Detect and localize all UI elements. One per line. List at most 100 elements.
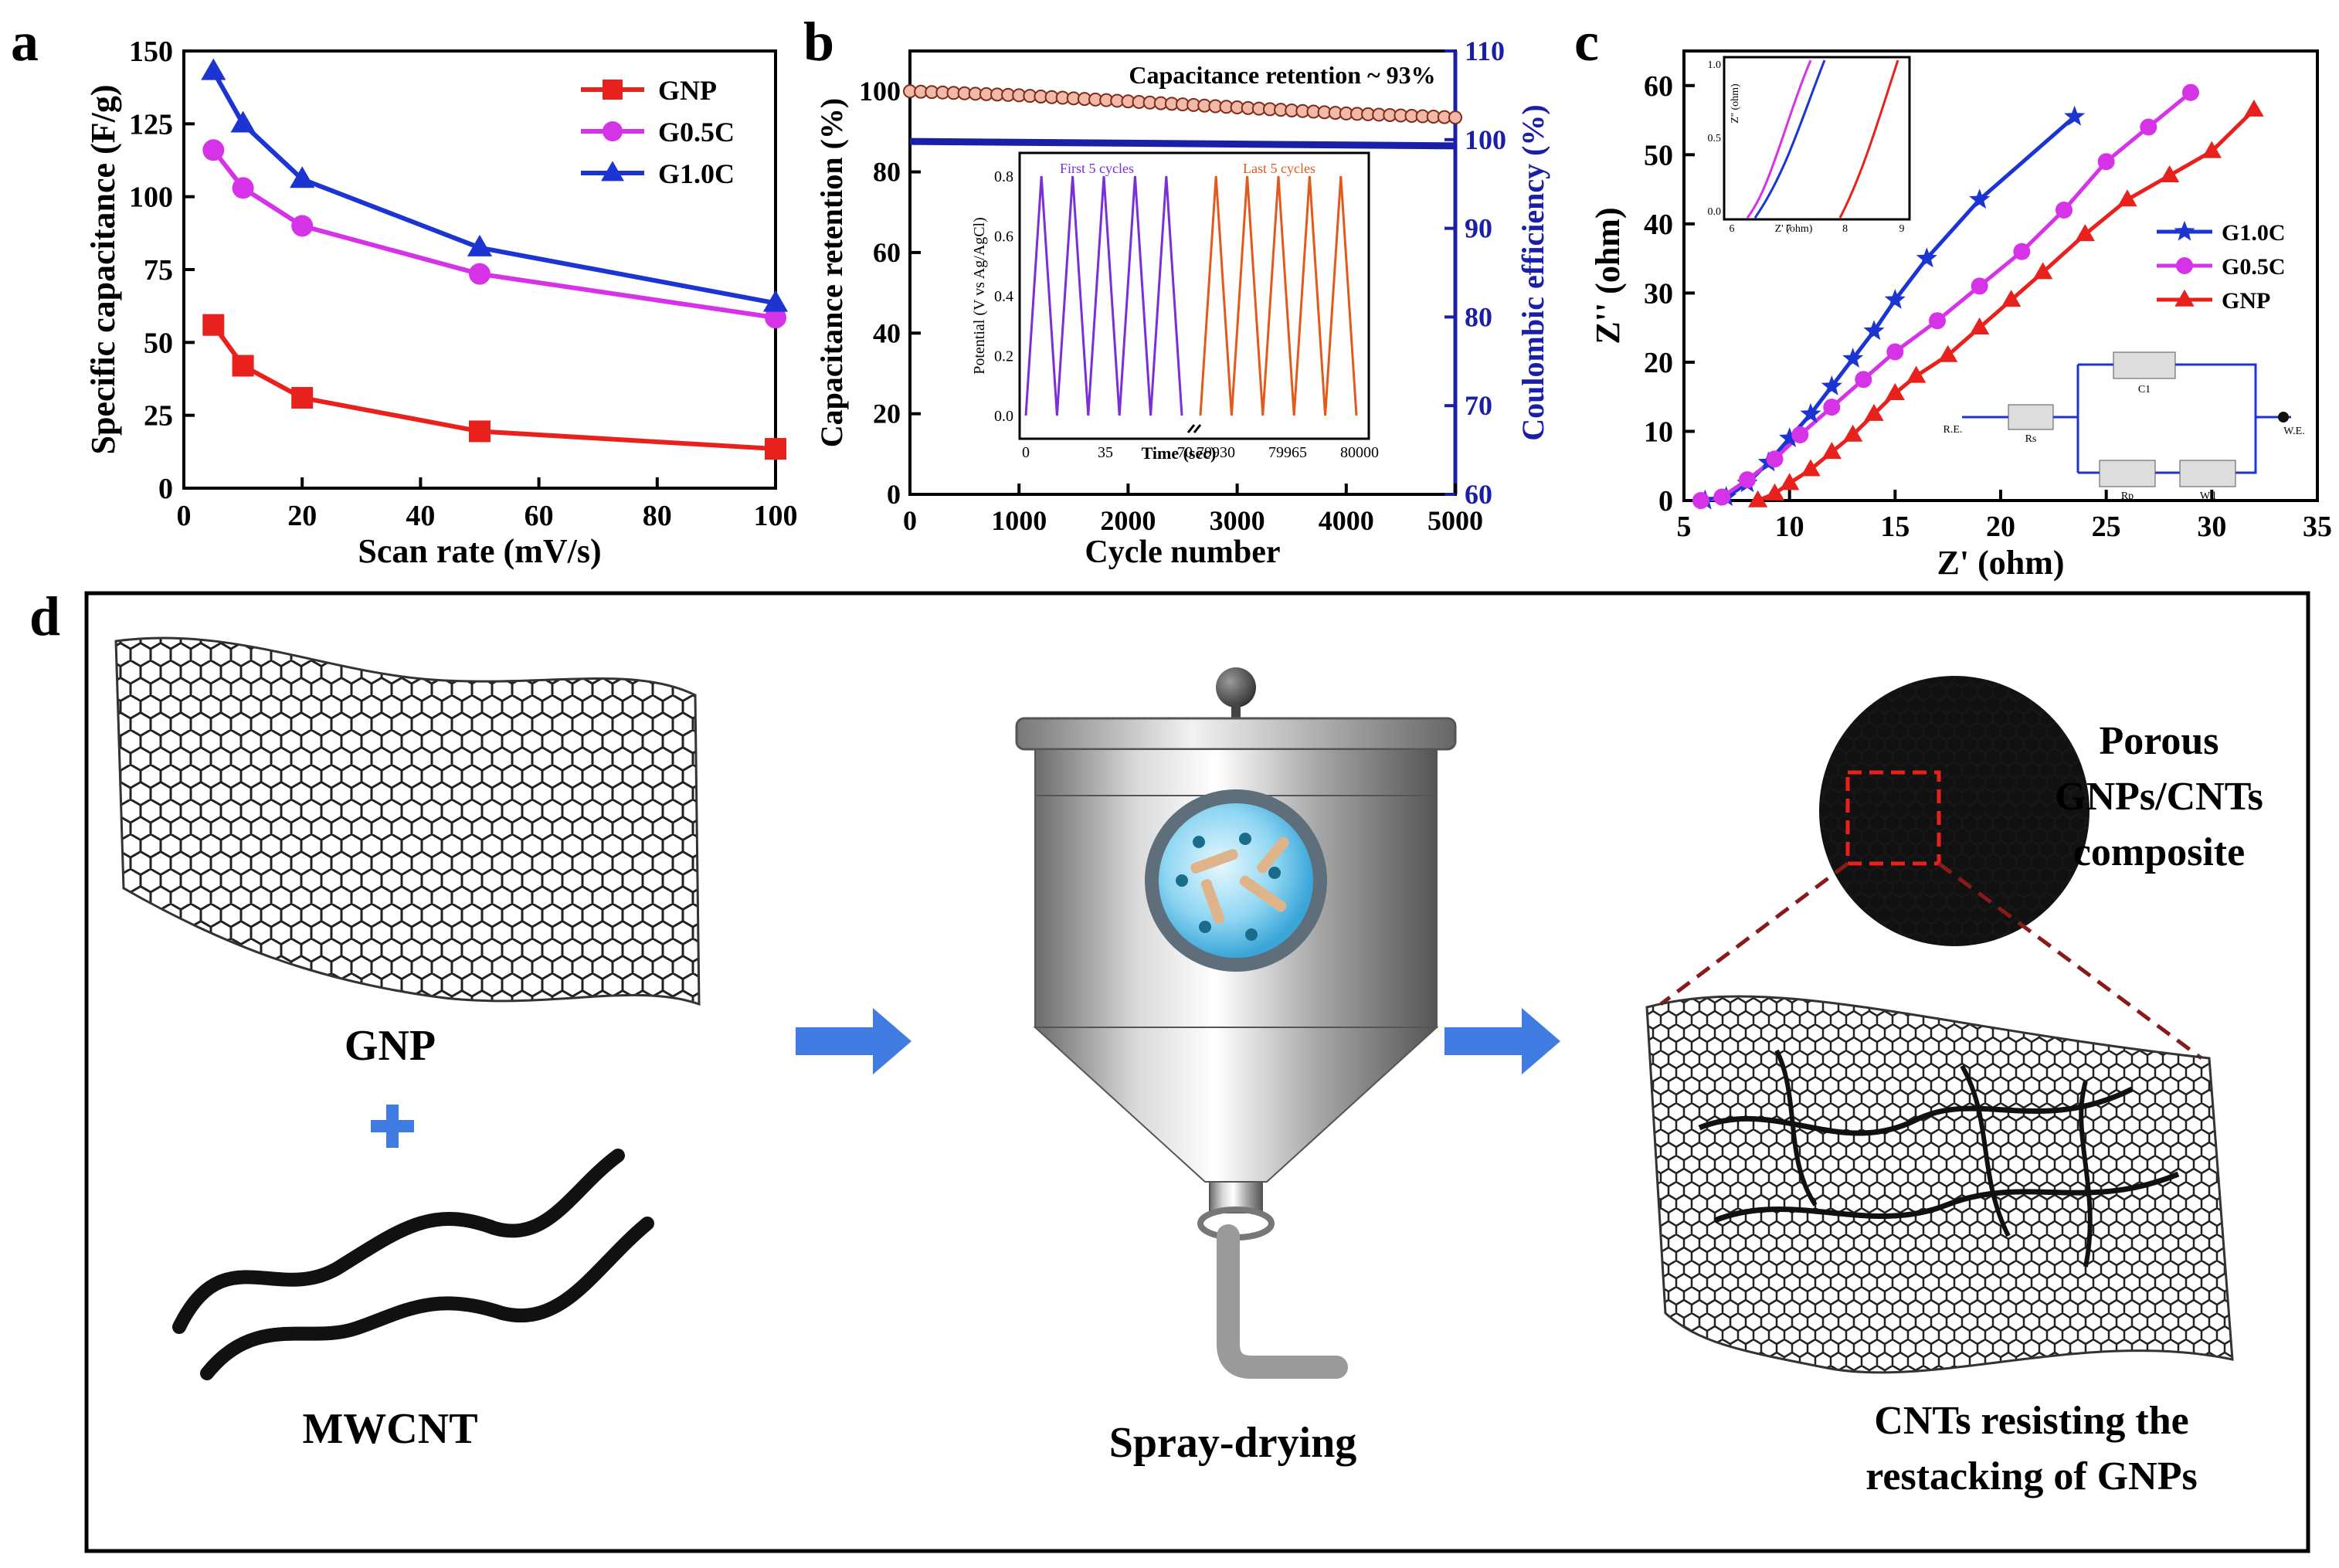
data-point-circle xyxy=(2176,257,2193,274)
x-tick-label: 3000 xyxy=(1210,505,1265,536)
data-point-circle xyxy=(2182,83,2199,101)
legend-c: G1.0C G0.5C GNP xyxy=(2151,212,2310,328)
series-b xyxy=(903,84,1462,150)
axes-c: 5 10 15 20 25 30 35 0 10 20 30 40 50 60 xyxy=(1644,70,2332,543)
schematic-frame xyxy=(84,591,2310,1553)
porous-composite-sphere xyxy=(1659,676,2203,1061)
y-tick-label: 75 xyxy=(144,254,173,287)
data-point-circle xyxy=(232,177,254,199)
data-point-triangle xyxy=(1864,403,1884,421)
data-point-circle xyxy=(1766,450,1784,468)
inset-y-tick-label: 0.0 xyxy=(1708,206,1722,218)
data-point-triangle xyxy=(2160,165,2180,182)
y-tick-label: 150 xyxy=(129,36,173,68)
data-point-circle xyxy=(1886,343,1904,361)
resistor-rs xyxy=(2008,404,2054,430)
data-point-square xyxy=(202,314,225,336)
y-axis-label-b: Capacitance retention (%) xyxy=(814,98,849,448)
data-point-triangle xyxy=(201,58,226,80)
x-tick-label: 25 xyxy=(2092,511,2121,543)
data-point-star xyxy=(1779,427,1801,447)
data-point-star xyxy=(1842,348,1864,368)
y-tick-label: 60 xyxy=(873,237,901,268)
series-line-GNP xyxy=(211,323,776,452)
data-point-star xyxy=(1969,188,1991,209)
data-point-star xyxy=(2064,105,2086,126)
y2-tick-label: 110 xyxy=(1465,36,1505,66)
data-point-triangle xyxy=(2033,262,2053,280)
inset-x-tick-label: 9 xyxy=(1899,223,1905,235)
gnp-label: GNP xyxy=(345,1022,436,1070)
x-axis-label-a: Scan rate (mV/s) xyxy=(358,532,601,570)
retention-annotation: Capacitance retention ~ 93% xyxy=(1129,61,1435,89)
composite-label-line2: GNPs/CNTs xyxy=(2055,775,2263,819)
x-tick-label: 0 xyxy=(177,500,192,532)
data-point-triangle xyxy=(601,161,624,182)
data-point-square xyxy=(469,420,491,443)
inset-y-tick-label: 0.4 xyxy=(994,288,1013,305)
y-tick-label: 60 xyxy=(1644,70,1673,103)
inset-y-label: Potential (V vs Ag/AgCl) xyxy=(971,217,988,375)
inset-x-label: Z' (ohm) xyxy=(1775,223,1813,235)
data-point-circle xyxy=(1929,312,1946,330)
data-point-circle xyxy=(2140,118,2157,136)
y2-tick-label: 80 xyxy=(1465,301,1492,332)
panel-a-chart: a 0 20 40 60 80 100 0 25 50 75 100 125 150 Scan rate… xyxy=(11,11,798,570)
data-point-square xyxy=(603,80,623,100)
data-point-triangle xyxy=(290,166,315,188)
wire xyxy=(2078,363,2257,474)
data-point-star xyxy=(1821,375,1842,395)
y-tick-label: 0 xyxy=(887,479,901,510)
y-tick-label: 0 xyxy=(158,473,173,505)
circuit-label: Rp xyxy=(2121,490,2134,502)
x-tick-label: 10 xyxy=(1775,511,1804,543)
data-point-square xyxy=(232,355,254,377)
x-tick-label: 80 xyxy=(643,500,672,532)
arrow-right-icon xyxy=(1444,1008,1560,1074)
inset-curve-G0.5C xyxy=(1746,59,1812,219)
composite-label-line3: composite xyxy=(2073,830,2245,874)
mwcnt-label: MWCNT xyxy=(302,1405,477,1453)
data-point-circle xyxy=(603,121,623,141)
inset-last-cycles-curve xyxy=(1199,175,1358,416)
y-tick-label: 0 xyxy=(1658,485,1673,518)
equivalent-circuit: R.E. Rs C1 Rp Wd W.E. xyxy=(1944,351,2305,502)
spray-drying-label: Spray-drying xyxy=(1109,1419,1357,1467)
data-point-star xyxy=(1916,247,1937,268)
legend-label: GNP xyxy=(2222,288,2270,314)
data-point-triangle xyxy=(467,234,493,256)
circuit-label: Rs xyxy=(2025,433,2037,445)
panel-c-chart: c 5 10 15 20 25 30 35 0 10 20 30 40 50 60 0.0 0.5 1.0 6 7… xyxy=(1574,11,2332,582)
y2-tick-label: 60 xyxy=(1465,479,1492,510)
coulombic-efficiency-line xyxy=(909,137,1456,150)
x-tick-label: 0 xyxy=(903,505,917,536)
axes-b: 0 1000 2000 3000 4000 50000204060801006070809… xyxy=(859,36,1506,536)
data-point-circle xyxy=(1791,426,1809,443)
data-markers-a xyxy=(201,58,789,460)
circuit-label: C1 xyxy=(2138,384,2151,395)
y-tick-label: 80 xyxy=(873,157,901,188)
capacitor-c1 xyxy=(2113,351,2176,379)
data-point-triangle xyxy=(2244,99,2264,117)
axis-break-icon xyxy=(1186,424,1202,433)
inset-last-cycles-label: Last 5 cycles xyxy=(1243,161,1315,176)
data-point-triangle xyxy=(1764,483,1785,501)
data-markers-c xyxy=(1692,83,2264,510)
data-point-circle xyxy=(469,263,491,285)
legend-label: G0.5C xyxy=(2222,254,2286,280)
data-point-circle xyxy=(2097,153,2115,171)
inset-curve-G1.0C xyxy=(1753,59,1826,219)
x-tick-label: 40 xyxy=(406,500,435,532)
inset-x-tick-label: 80000 xyxy=(1340,444,1379,461)
x-tick-label: 5000 xyxy=(1428,505,1483,536)
cnt-resisting-label-line2: restacking of GNPs xyxy=(1865,1454,2197,1498)
x-tick-label: 15 xyxy=(1880,511,1910,543)
data-point-star xyxy=(1884,289,1906,309)
inset-x-tick-label: 79930 xyxy=(1197,444,1235,461)
data-point-triangle xyxy=(1970,317,1990,334)
y2-tick-label: 100 xyxy=(1465,124,1506,155)
data-point-triangle xyxy=(2174,289,2195,307)
inset-y-tick-label: 0.6 xyxy=(994,229,1013,246)
data-point-triangle xyxy=(2202,141,2222,158)
x-axis-label-b: Cycle number xyxy=(1085,535,1280,570)
